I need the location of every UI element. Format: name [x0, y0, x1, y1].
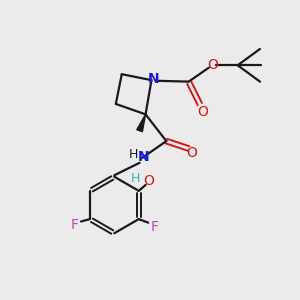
- Text: O: O: [207, 58, 218, 72]
- Text: F: F: [70, 218, 78, 232]
- Text: N: N: [137, 150, 149, 164]
- Text: O: O: [197, 105, 208, 119]
- Text: H: H: [131, 172, 140, 184]
- Text: O: O: [143, 174, 154, 188]
- Polygon shape: [137, 114, 146, 132]
- Text: F: F: [150, 220, 158, 233]
- Text: O: O: [186, 146, 197, 160]
- Text: H: H: [128, 148, 138, 161]
- Text: N: N: [148, 72, 160, 86]
